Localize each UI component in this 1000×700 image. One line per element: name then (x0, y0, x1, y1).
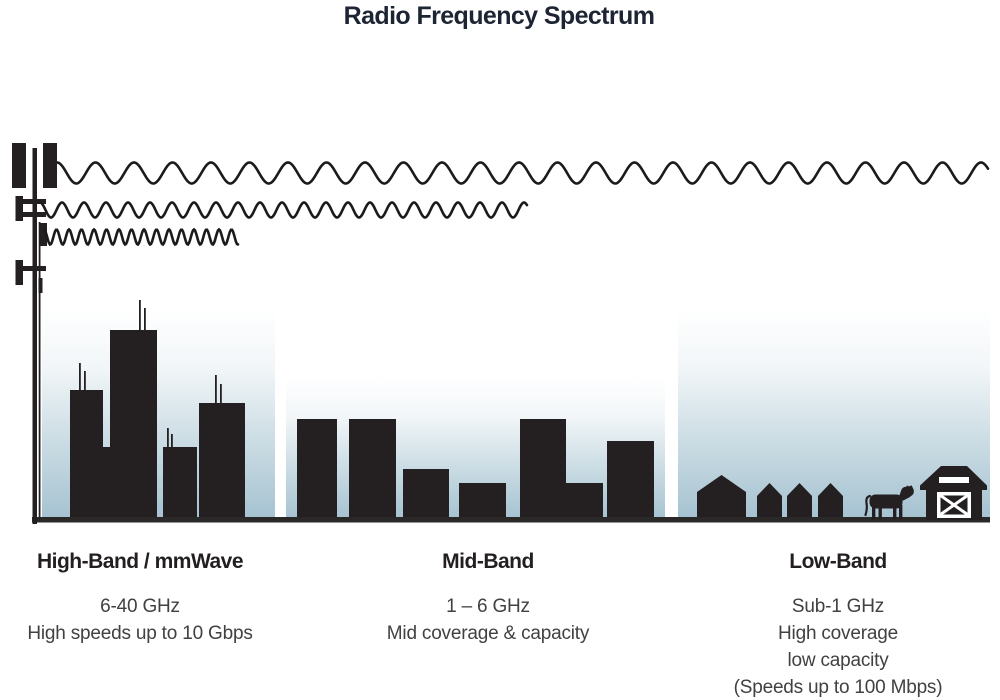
section-heading-low-band: Low-Band (789, 550, 886, 573)
page-title: Radio Frequency Spectrum (344, 2, 655, 30)
mid-band-skyline (297, 419, 654, 520)
tower-part (18, 266, 46, 271)
tower-part (32, 148, 37, 524)
building-silhouette (163, 447, 197, 520)
mid-band-wave-icon (38, 201, 529, 219)
cow-tail (864, 494, 872, 517)
barn-icon (920, 466, 987, 520)
building-silhouette (459, 483, 506, 520)
low-band-skyline (697, 475, 843, 520)
building-silhouette (566, 483, 603, 520)
building-silhouette (520, 419, 566, 520)
tower-part (43, 143, 57, 188)
low-band-speed-text: (Speeds up to 100 Mbps) (734, 677, 943, 698)
building-silhouette (70, 390, 103, 520)
low-band-frequency-text: Sub-1 GHz (792, 596, 884, 617)
building-silhouette (349, 419, 396, 520)
ground (32, 517, 990, 523)
rooftop-antenna (84, 371, 86, 390)
building-silhouette (297, 419, 337, 520)
tower-part (39, 223, 47, 246)
house-silhouette (818, 483, 843, 520)
rooftop-antenna (167, 428, 169, 447)
tower-part (15, 260, 23, 285)
cow-icon (864, 485, 914, 520)
high-band-frequency-text: 6-40 GHz (100, 596, 180, 617)
building-silhouette (607, 441, 654, 520)
building-silhouette (101, 447, 112, 520)
cow-leg (878, 505, 882, 520)
rooftop-antenna (144, 308, 146, 330)
skylines (70, 300, 843, 520)
barn-door-crossbuck (939, 494, 969, 516)
cell-tower-icon (12, 143, 57, 524)
building-silhouette (403, 469, 449, 520)
tower-part (15, 196, 23, 221)
mid-band-frequency-text: 1 – 6 GHz (446, 596, 530, 617)
building-silhouette (110, 330, 157, 520)
tower-part (18, 212, 46, 217)
mid-band-capacity-text: Mid coverage & capacity (387, 623, 590, 644)
ground-line (32, 517, 990, 523)
high-band-wave-icon (42, 227, 240, 247)
cow-head (897, 485, 914, 502)
tower-part (38, 278, 43, 293)
high-band-skyline (70, 300, 245, 520)
rooftop-antenna (171, 434, 173, 447)
cow-leg (893, 505, 897, 520)
cow-leg (872, 505, 876, 520)
house-silhouette (697, 475, 746, 520)
building-silhouette (199, 403, 245, 520)
low-band-wave-icon (55, 161, 990, 185)
low-band-capacity-text: low capacity (787, 650, 889, 671)
tower-part (38, 222, 41, 520)
high-band-speed-text: High speeds up to 10 Gbps (27, 623, 252, 644)
rooftop-antenna (220, 384, 222, 403)
house-silhouette (787, 483, 812, 520)
low-band-coverage-text: High coverage (778, 623, 898, 644)
house-silhouette (757, 483, 782, 520)
rooftop-antenna (79, 363, 81, 390)
tower-part (18, 199, 46, 204)
section-heading-mid-band: Mid-Band (442, 550, 534, 573)
rooftop-antenna (139, 300, 141, 330)
section-heading-high-band: High-Band / mmWave (37, 550, 243, 573)
tower-part (12, 143, 26, 188)
cow-leg (899, 505, 903, 520)
radio-waves (38, 161, 990, 247)
barn-loft-vent (939, 477, 969, 483)
rooftop-antenna (215, 375, 217, 403)
